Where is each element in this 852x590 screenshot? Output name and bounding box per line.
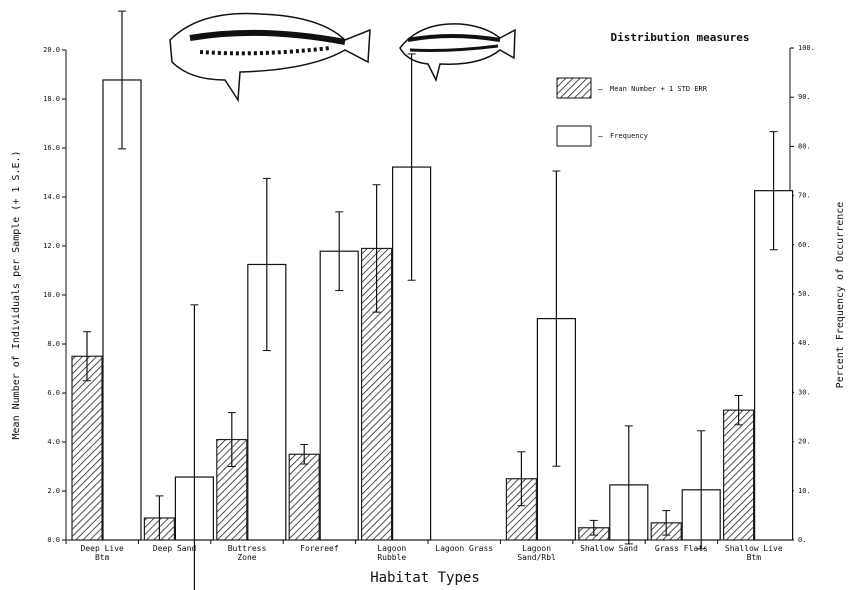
y-tick-label: 20.0 — [43, 46, 60, 54]
y2-tick-label: 60. — [798, 241, 811, 249]
y-tick-label: 14.0 — [43, 193, 60, 201]
x-tick-label: Lagoon Grass — [435, 544, 494, 553]
x-axis-label: Habitat Types — [370, 570, 480, 586]
x-tick-label: Buttress Zone — [227, 544, 267, 562]
x-tick-label: Grass Flats — [654, 544, 708, 553]
y2-axis-label: Percent Frequency of Occurrence — [835, 202, 846, 389]
legend-dash: — — [598, 132, 603, 141]
bar — [71, 355, 103, 541]
y2-tick-label: 30. — [798, 388, 811, 396]
y2-tick-label: 80. — [798, 142, 811, 150]
legend-label: Frequency — [610, 132, 648, 140]
legend-swatch — [556, 125, 592, 147]
y2-tick-label: 40. — [798, 339, 811, 347]
legend-label: Mean Number + 1 STD ERR — [610, 85, 708, 93]
x-tick-label: Deep Live Btm — [80, 544, 124, 562]
x-tick-label: Lagoon Rubble — [377, 544, 407, 562]
y-tick-label: 0.0 — [47, 536, 60, 544]
x-tick-label: Deep Sand — [152, 544, 197, 553]
y-tick-label: 12.0 — [43, 242, 60, 250]
chart-title: Distribution measures — [610, 31, 749, 44]
y2-tick-label: 10. — [798, 487, 811, 495]
legend-dash: — — [598, 85, 603, 94]
legend-swatch — [556, 77, 592, 99]
y-tick-label: 10.0 — [43, 291, 60, 299]
bar — [722, 409, 755, 541]
y2-tick-label: 90. — [798, 93, 811, 101]
y2-tick-label: 70. — [798, 192, 811, 200]
y2-tick-label: 50. — [798, 290, 811, 298]
bar — [102, 79, 142, 541]
y-tick-label: 8.0 — [47, 340, 60, 348]
x-tick-label: Shallow Live Btm — [724, 544, 783, 562]
bar — [319, 250, 359, 541]
x-tick-label: Lagoon Sand/Rbl — [517, 544, 556, 562]
x-tick-label: Shallow Sand — [580, 544, 638, 553]
y-tick-label: 2.0 — [47, 487, 60, 495]
y2-tick-label: 100. — [798, 44, 815, 52]
x-tick-label: Forereef — [300, 544, 339, 553]
fish-illustration — [169, 12, 516, 103]
y-tick-label: 6.0 — [47, 389, 60, 397]
bar — [288, 453, 320, 541]
y2-tick-label: 0. — [798, 536, 806, 544]
y-tick-label: 16.0 — [43, 144, 60, 152]
y-axis-label: Mean Number of Individuals per Sample (+… — [11, 151, 22, 440]
y-tick-label: 4.0 — [47, 438, 60, 446]
y-tick-label: 18.0 — [43, 95, 60, 103]
y2-tick-label: 20. — [798, 438, 811, 446]
